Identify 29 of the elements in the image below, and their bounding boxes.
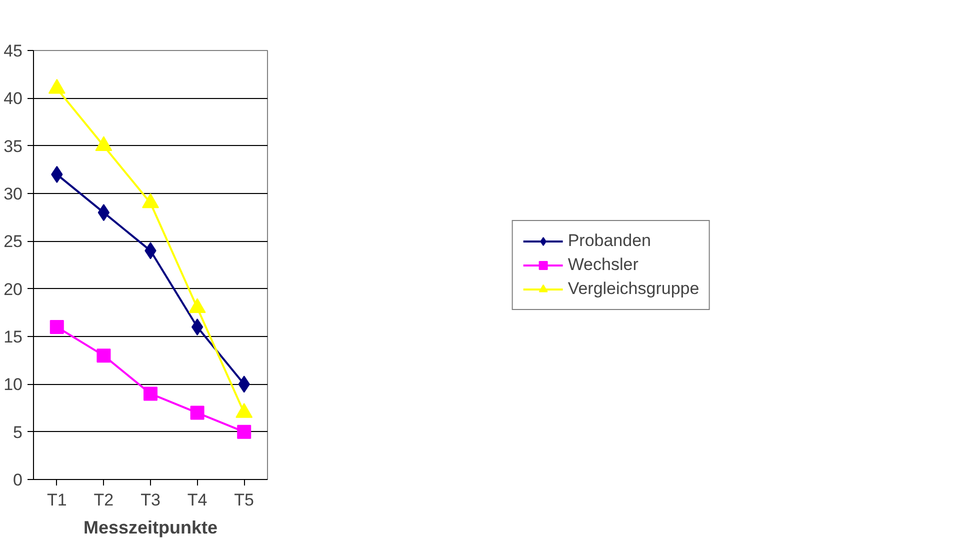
point: [95, 136, 112, 151]
x-axis-title: Messzeitpunkte: [83, 518, 218, 538]
x-tick-label: T1: [46, 490, 67, 510]
x-tick-label: T2: [94, 490, 114, 510]
y-tick-label: 20: [4, 280, 23, 299]
y-tick-label: 0: [13, 470, 23, 490]
point: [48, 78, 66, 94]
y-tick-label: 45: [4, 42, 23, 60]
legend-label: Probanden: [568, 230, 651, 250]
point: [190, 406, 204, 420]
y-tick-label: 25: [4, 232, 23, 252]
point: [237, 424, 252, 439]
y-tick-label: 15: [4, 328, 23, 346]
x-tick-label: T5: [234, 490, 254, 510]
legend-label: Wechsler: [568, 254, 638, 274]
y-tick-label: 40: [4, 89, 23, 108]
point: [142, 193, 159, 208]
point: [96, 348, 111, 363]
point: [50, 320, 64, 334]
y-tick-label: 5: [13, 422, 23, 442]
y-tick-label: 10: [4, 375, 23, 394]
x-tick-label: T4: [187, 490, 208, 510]
x-tick-label: T3: [140, 490, 160, 510]
point: [191, 318, 204, 336]
point: [144, 386, 158, 401]
y-tick-label: 35: [4, 136, 23, 156]
y-tick-label: 30: [4, 184, 23, 204]
point: [98, 204, 110, 222]
legend-label: Vergleichsgruppe: [568, 278, 700, 298]
